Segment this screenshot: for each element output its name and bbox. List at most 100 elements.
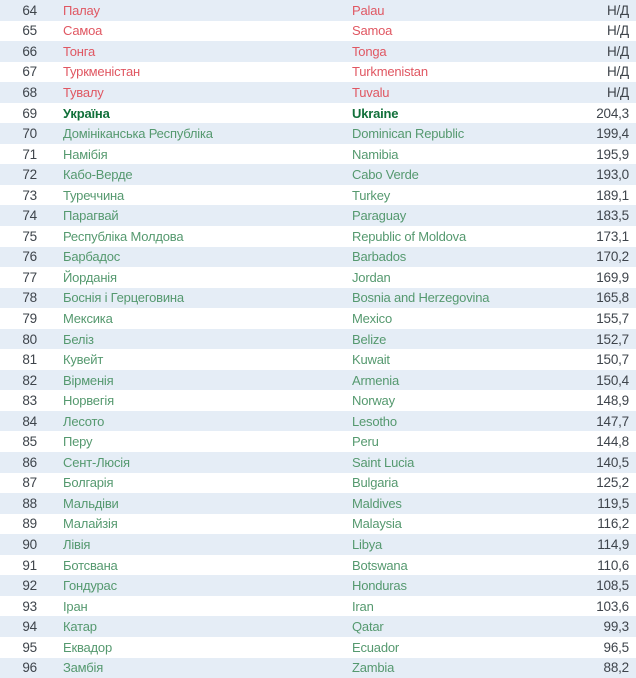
table-row: 96 Замбія Zambia 88,2 — [0, 657, 636, 678]
table-row: 66 Тонга Tonga Н/Д — [0, 41, 636, 62]
rank-cell: 77 — [22, 269, 37, 285]
country-name-en: Honduras — [352, 578, 407, 594]
country-name-en: Tuvalu — [352, 84, 390, 100]
country-name-en: Botswana — [352, 557, 408, 573]
country-name-uk: Норвегія — [63, 393, 114, 409]
rank-cell: 73 — [22, 187, 37, 203]
country-name-en: Samoa — [352, 23, 393, 39]
rank-cell: 65 — [22, 23, 37, 39]
value-cell: 150,7 — [596, 352, 629, 368]
table-row: 77 Йорданія Jordan 169,9 — [0, 267, 636, 288]
country-name-en: Turkmenistan — [352, 64, 428, 80]
table-row: 71 Намібія Namibia 195,9 — [0, 143, 636, 165]
country-name-uk: Намібія — [63, 146, 108, 162]
country-name-en: Barbados — [352, 249, 407, 265]
rank-cell: 88 — [22, 495, 37, 511]
table-row: 86 Сент-Люсія Saint Lucia 140,5 — [0, 452, 636, 473]
country-name-uk: Вірменія — [63, 372, 114, 388]
value-cell: 148,9 — [596, 393, 629, 409]
country-name-uk: Кувейт — [63, 352, 104, 368]
rank-cell: 95 — [22, 639, 37, 655]
rank-cell: 64 — [22, 2, 37, 18]
value-cell: Н/Д — [606, 64, 629, 80]
country-name-uk: Лівія — [63, 536, 91, 552]
value-cell: Н/Д — [606, 43, 629, 59]
country-name-en: Saint Lucia — [352, 454, 415, 470]
country-name-uk: Катар — [63, 619, 97, 635]
value-cell: 125,2 — [596, 475, 629, 491]
table-row: 64 Палау Palau Н/Д — [0, 0, 636, 21]
table-row: 68 Тувалу Tuvalu Н/Д — [0, 82, 636, 103]
rank-cell: 74 — [22, 208, 37, 224]
country-name-uk: Замбія — [63, 660, 104, 676]
rank-cell: 78 — [22, 290, 37, 306]
value-cell: 195,9 — [596, 146, 629, 162]
table-row: 76 Барбадос Barbados 170,2 — [0, 246, 636, 268]
table-row: 93 Іран Iran 103,6 — [0, 595, 636, 617]
table-row: 87 Болгарія Bulgaria 125,2 — [0, 472, 636, 494]
rank-cell: 70 — [22, 126, 37, 142]
country-name-en: Republic of Moldova — [352, 228, 466, 244]
value-cell: 108,5 — [596, 578, 629, 594]
rank-cell: 87 — [22, 475, 37, 491]
value-cell: 165,8 — [596, 290, 629, 306]
value-cell: 147,7 — [596, 413, 629, 429]
rank-cell: 81 — [22, 352, 37, 368]
rank-cell: 68 — [22, 84, 37, 100]
value-cell: 110,6 — [597, 557, 629, 573]
table-row: 84 Лесото Lesotho 147,7 — [0, 410, 636, 432]
country-name-en: Palau — [352, 2, 385, 18]
value-cell: 193,0 — [596, 167, 629, 183]
rank-cell: 82 — [22, 372, 37, 388]
table-row: 65 Самоа Samoa Н/Д — [0, 20, 636, 42]
rank-cell: 76 — [22, 249, 37, 265]
table-row: 74 Парагвай Paraguay 183,5 — [0, 205, 636, 227]
value-cell: 114,9 — [597, 536, 629, 552]
value-cell: 204,3 — [596, 105, 629, 121]
country-name-uk: Болгарія — [63, 475, 114, 491]
rank-cell: 71 — [22, 146, 37, 162]
value-cell: 170,2 — [596, 249, 629, 265]
table-row: 83 Норвегія Norway 148,9 — [0, 390, 636, 411]
rank-cell: 72 — [22, 167, 37, 183]
table-row: 75 Республіка Молдова Republic of Moldov… — [0, 226, 636, 247]
rank-cell: 93 — [22, 598, 37, 614]
rank-cell: 89 — [22, 516, 37, 532]
rank-cell: 85 — [22, 434, 37, 450]
value-cell: Н/Д — [606, 23, 629, 39]
table-row: 82 Вірменія Armenia 150,4 — [0, 369, 636, 391]
value-cell: 152,7 — [596, 331, 629, 347]
country-name-en: Dominican Republic — [352, 126, 465, 142]
rank-cell: 90 — [22, 536, 37, 552]
value-cell: 88,2 — [603, 660, 630, 676]
country-name-en: Ukraine — [352, 105, 399, 121]
country-name-uk: Перу — [63, 434, 93, 450]
country-name-uk: Еквадор — [63, 639, 112, 655]
country-name-en: Tonga — [352, 43, 387, 59]
table-row: 81 Кувейт Kuwait 150,7 — [0, 349, 636, 370]
country-name-en: Qatar — [352, 619, 384, 635]
table-row: 95 Еквадор Ecuador 96,5 — [0, 636, 636, 658]
rank-cell: 84 — [22, 413, 37, 429]
rank-cell: 94 — [22, 619, 37, 635]
value-cell: 144,8 — [596, 434, 629, 450]
country-name-en: Zambia — [352, 660, 395, 676]
table-row: 70 Домініканська Республіка Dominican Re… — [0, 123, 636, 144]
table-row: 78 Боснія і Герцеговина Bosnia and Herze… — [0, 287, 636, 309]
country-name-en: Jordan — [352, 269, 391, 285]
country-name-uk: Боснія і Герцеговина — [63, 290, 184, 306]
value-cell: Н/Д — [606, 84, 629, 100]
country-name-en: Mexico — [352, 310, 392, 326]
value-cell: 183,5 — [596, 208, 629, 224]
country-name-uk: Беліз — [63, 331, 94, 347]
value-cell: 96,5 — [603, 639, 630, 655]
country-name-en: Turkey — [352, 187, 391, 203]
country-name-uk: Україна — [63, 105, 110, 121]
country-name-uk: Мальдіви — [63, 495, 119, 511]
country-name-en: Lesotho — [352, 413, 397, 429]
table-row: 69 Україна Ukraine 204,3 — [0, 102, 636, 124]
country-name-uk: Лесото — [63, 413, 105, 429]
rank-cell: 67 — [22, 64, 37, 80]
country-name-en: Armenia — [352, 372, 400, 388]
value-cell: 150,4 — [596, 372, 629, 388]
